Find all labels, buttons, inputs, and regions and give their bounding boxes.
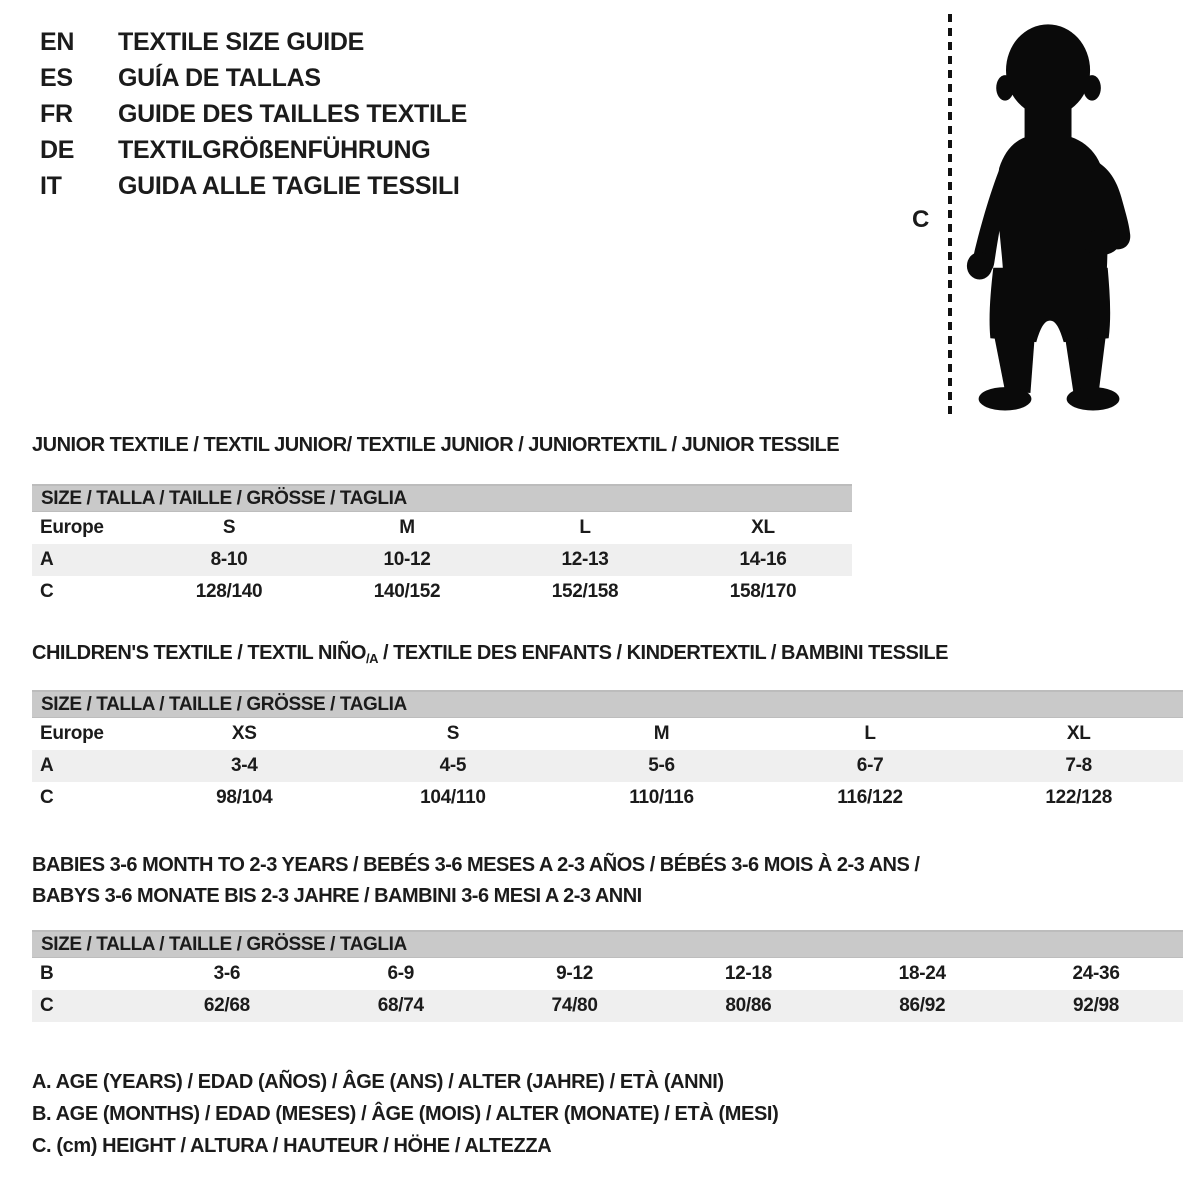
table-cell: 92/98 xyxy=(1073,995,1120,1016)
table-cell: 3-6 xyxy=(213,963,241,984)
row-label: B xyxy=(40,963,54,984)
table-row: A 3-4 4-5 5-6 6-7 7-8 xyxy=(32,750,1183,782)
language-code: EN xyxy=(40,28,75,56)
table-cell: 122/128 xyxy=(1045,787,1112,808)
size-header-bar: SIZE / TALLA / TAILLE / GRÖSSE / TAGLIA xyxy=(32,690,1183,718)
section-title-babies: BABIES 3-6 MONTH TO 2-3 YEARS / BEBÉS 3-… xyxy=(32,850,920,912)
size-header-bar: SIZE / TALLA / TAILLE / GRÖSSE / TAGLIA xyxy=(32,930,1183,958)
row-label: A xyxy=(40,755,54,776)
height-measure-dotted-line xyxy=(948,14,952,414)
table-cell: 98/104 xyxy=(216,787,273,808)
row-label: C xyxy=(40,581,54,602)
table-cell: 74/80 xyxy=(551,995,598,1016)
language-row: ES GUÍA DE TALLAS xyxy=(40,60,467,96)
row-label: Europe xyxy=(40,723,104,744)
table-cell: 8-10 xyxy=(210,549,248,570)
table-cell: 7-8 xyxy=(1065,755,1092,776)
table-cell: M xyxy=(399,517,415,538)
guide-title: TEXTILE SIZE GUIDE xyxy=(118,28,365,56)
table-cell: 5-6 xyxy=(648,755,675,776)
guide-title: TEXTILGRÖßENFÜHRUNG xyxy=(118,136,431,164)
table-cell: S xyxy=(222,517,236,538)
section-title-children: CHILDREN'S TEXTILE / TEXTIL NIÑO/A / TEX… xyxy=(32,642,948,666)
table-cell: 9-12 xyxy=(556,963,593,984)
table-cell: XS xyxy=(231,723,257,744)
table-row: Europe XS S M L XL xyxy=(32,718,1183,750)
legend-line-c: C. (cm) HEIGHT / ALTURA / HAUTEUR / HÖHE… xyxy=(32,1135,552,1157)
table-cell: XL xyxy=(751,517,775,538)
row-label: Europe xyxy=(40,517,104,538)
row-label: A xyxy=(40,549,54,570)
toddler-silhouette-icon xyxy=(966,24,1131,411)
language-row: FR GUIDE DES TAILLES TEXTILE xyxy=(40,96,467,132)
table-row: A 8-10 10-12 12-13 14-16 xyxy=(32,544,852,576)
table-cell: 10-12 xyxy=(383,549,431,570)
legend-line-b: B. AGE (MONTHS) / EDAD (MESES) / ÂGE (MO… xyxy=(32,1103,779,1125)
table-cell: 152/158 xyxy=(551,581,619,602)
table-cell: 18-24 xyxy=(898,963,946,984)
table-cell: 12-13 xyxy=(561,549,609,570)
table-cell: XL xyxy=(1066,723,1091,744)
language-row: IT GUIDA ALLE TAGLIE TESSILI xyxy=(40,168,467,204)
table-cell: 86/92 xyxy=(899,995,946,1016)
table-cell: 6-7 xyxy=(856,755,884,776)
language-code: FR xyxy=(40,100,73,128)
legend-line-a: A. AGE (YEARS) / EDAD (AÑOS) / ÂGE (ANS)… xyxy=(32,1071,724,1093)
table-row: C 62/68 68/74 74/80 80/86 86/92 92/98 xyxy=(32,990,1183,1022)
section-title-junior: JUNIOR TEXTILE / TEXTIL JUNIOR/ TEXTILE … xyxy=(32,434,840,456)
size-header-bar: SIZE / TALLA / TAILLE / GRÖSSE / TAGLIA xyxy=(32,484,852,512)
table-cell: 80/86 xyxy=(725,995,772,1016)
guide-title: GUÍA DE TALLAS xyxy=(118,64,321,92)
section-title-subscript: /A xyxy=(365,651,379,666)
table-row: C 128/140 140/152 152/158 158/170 xyxy=(32,576,852,608)
height-measure-label: C xyxy=(912,206,930,233)
table-cell: 6-9 xyxy=(387,963,415,984)
section-title-line: BABIES 3-6 MONTH TO 2-3 YEARS / BEBÉS 3-… xyxy=(32,854,920,876)
table-body: Europe XS S M L XL A 3-4 4-5 5-6 6-7 7-8 C 98/104 104/… xyxy=(32,718,1183,814)
language-row: EN TEXTILE SIZE GUIDE xyxy=(40,24,467,60)
table-row: Europe S M L XL xyxy=(32,512,852,544)
table-cell: L xyxy=(864,723,876,744)
table-cell: 110/116 xyxy=(629,787,694,808)
children-size-table: SIZE / TALLA / TAILLE / GRÖSSE / TAGLIA … xyxy=(32,690,1183,814)
babies-size-table: SIZE / TALLA / TAILLE / GRÖSSE / TAGLIA … xyxy=(32,930,1183,1022)
row-label: C xyxy=(40,787,54,808)
guide-title: GUIDE DES TAILLES TEXTILE xyxy=(118,100,468,128)
language-row: DE TEXTILGRÖßENFÜHRUNG xyxy=(40,132,467,168)
table-cell: 3-4 xyxy=(231,755,258,776)
section-title-text: / TEXTILE DES ENFANTS / KINDERTEXTIL / B… xyxy=(377,642,948,664)
table-cell: 116/122 xyxy=(837,787,903,808)
section-title-text: CHILDREN'S TEXTILE / TEXTIL NIÑO xyxy=(32,642,366,664)
table-cell: 12-18 xyxy=(724,963,772,984)
table-body: B 3-6 6-9 9-12 12-18 18-24 24-36 C 62/68 68/74 74/… xyxy=(32,958,1183,1022)
table-row: C 98/104 104/110 110/116 116/122 122/128 xyxy=(32,782,1183,814)
section-title-line: BABYS 3-6 MONATE BIS 2-3 JAHRE / BAMBINI… xyxy=(32,885,642,907)
table-cell: 4-5 xyxy=(439,755,467,776)
table-cell: 68/74 xyxy=(377,995,424,1016)
table-cell: 104/110 xyxy=(420,787,486,808)
table-cell: 140/152 xyxy=(373,581,441,602)
guide-title: GUIDA ALLE TAGLIE TESSILI xyxy=(118,172,460,200)
table-cell: S xyxy=(446,723,460,744)
measurement-legend: A. AGE (YEARS) / EDAD (AÑOS) / ÂGE (ANS)… xyxy=(32,1066,779,1162)
table-cell: 128/140 xyxy=(195,581,263,602)
table-row: B 3-6 6-9 9-12 12-18 18-24 24-36 xyxy=(32,958,1183,990)
language-code: DE xyxy=(40,136,75,164)
language-code: ES xyxy=(40,64,73,92)
table-cell: 158/170 xyxy=(729,581,797,602)
junior-size-table: SIZE / TALLA / TAILLE / GRÖSSE / TAGLIA … xyxy=(32,484,852,608)
table-cell: 62/68 xyxy=(203,995,250,1016)
table-cell: 14-16 xyxy=(739,549,787,570)
table-cell: L xyxy=(579,517,591,538)
table-body: Europe S M L XL A 8-10 10-12 12-13 14-16 C 128/140 1… xyxy=(32,512,852,608)
language-code: IT xyxy=(40,172,62,200)
table-cell: M xyxy=(653,723,670,744)
language-title-list: EN TEXTILE SIZE GUIDE ES GUÍA DE TALLAS FR… xyxy=(40,24,467,204)
row-label: C xyxy=(40,995,54,1016)
table-cell: 24-36 xyxy=(1072,963,1120,984)
